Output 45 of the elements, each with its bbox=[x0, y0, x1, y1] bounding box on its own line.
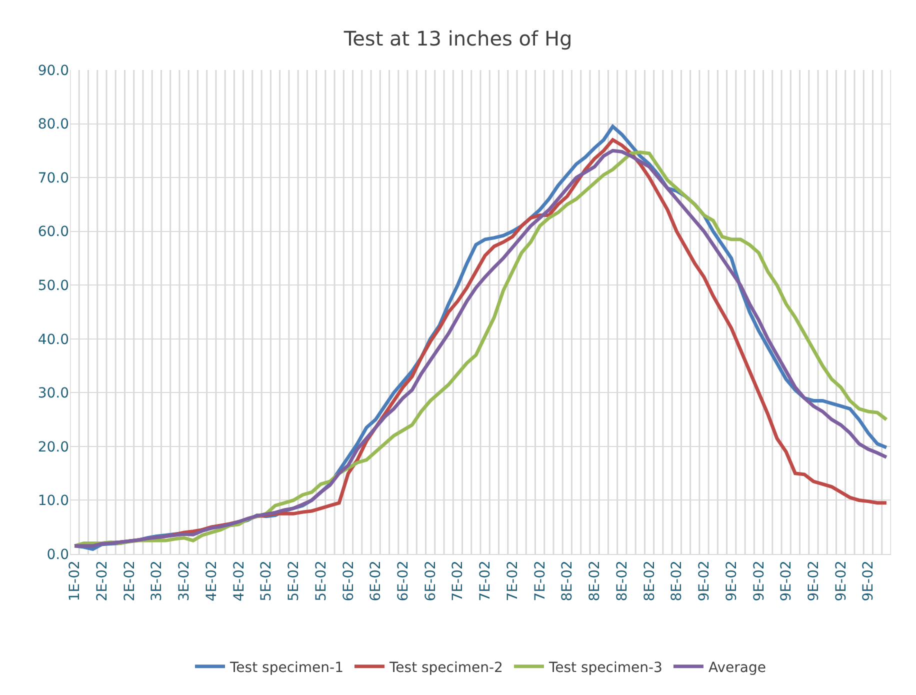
x-tick-label: 7E-02 bbox=[450, 560, 466, 602]
legend-label: Average bbox=[708, 660, 766, 676]
x-tick-label: 9E-02 bbox=[778, 560, 795, 602]
y-tick-label: 90.0 bbox=[38, 62, 69, 79]
x-tick-label: 9E-02 bbox=[751, 560, 768, 602]
x-tick-label: 5E-02 bbox=[313, 560, 330, 602]
legend-label: Test specimen-1 bbox=[229, 660, 344, 676]
x-tick-label: 6E-02 bbox=[368, 560, 384, 602]
y-tick-label: 20.0 bbox=[38, 439, 69, 456]
x-tick-label: 9E-02 bbox=[696, 560, 713, 602]
x-tick-label: 8E-02 bbox=[642, 560, 658, 602]
x-tick-label: 9E-02 bbox=[806, 560, 822, 602]
x-tick-label: 3E-02 bbox=[149, 560, 166, 602]
x-tick-label: 6E-02 bbox=[422, 560, 439, 602]
x-tick-label: 8E-02 bbox=[669, 560, 686, 602]
x-tick-label: 8E-02 bbox=[560, 560, 576, 602]
y-tick-label: 60.0 bbox=[38, 224, 69, 240]
x-tick-label: 4E-02 bbox=[231, 560, 248, 602]
y-tick-label: 30.0 bbox=[38, 386, 69, 402]
legend-label: Test specimen-3 bbox=[548, 660, 662, 676]
y-tick-label: 50.0 bbox=[38, 278, 69, 294]
y-tick-label: 10.0 bbox=[38, 493, 69, 510]
x-tick-label: 9E-02 bbox=[724, 560, 740, 602]
legend-label: Test specimen-2 bbox=[388, 660, 503, 676]
x-tick-label: 2E-02 bbox=[122, 560, 138, 602]
x-tick-label: 6E-02 bbox=[340, 560, 357, 602]
y-tick-label: 40.0 bbox=[38, 332, 69, 348]
chart-title: Test at 13 inches of Hg bbox=[342, 26, 572, 50]
x-tick-label: 7E-02 bbox=[478, 560, 494, 602]
y-tick-label: 70.0 bbox=[38, 170, 69, 186]
y-tick-label: 80.0 bbox=[38, 116, 69, 133]
x-tick-label: 6E-02 bbox=[396, 560, 412, 602]
x-tick-label: 4E-02 bbox=[204, 560, 220, 602]
x-tick-label: 2E-02 bbox=[94, 560, 110, 602]
x-tick-label: 9E-02 bbox=[860, 560, 877, 602]
x-tick-label: 8E-02 bbox=[614, 560, 630, 602]
x-tick-label: 7E-02 bbox=[504, 560, 521, 602]
x-tick-label: 9E-02 bbox=[833, 560, 850, 602]
x-tick-label: 1E-02 bbox=[67, 560, 84, 602]
x-tick-label: 5E-02 bbox=[286, 560, 302, 602]
y-tick-label: 0.0 bbox=[46, 546, 69, 563]
x-tick-label: 8E-02 bbox=[587, 560, 604, 602]
x-tick-label: 5E-02 bbox=[258, 560, 275, 602]
x-tick-label: 7E-02 bbox=[532, 560, 548, 602]
x-tick-label: 3E-02 bbox=[176, 560, 193, 602]
